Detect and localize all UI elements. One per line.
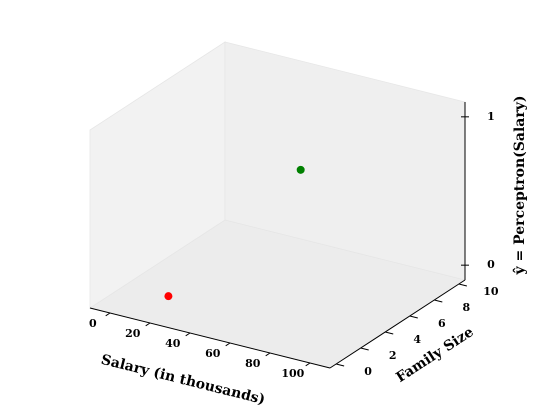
x-tick (265, 352, 271, 357)
x-tick-label: 80 (245, 357, 261, 370)
y-tick-label: 4 (413, 333, 421, 346)
x-tick (185, 332, 191, 337)
y-tick (434, 299, 443, 303)
x-tick-label: 40 (165, 337, 181, 350)
y-tick-label: 0 (364, 365, 372, 378)
x-axis-label: Salary (in thousands) (99, 352, 266, 408)
z-tick-label: 0 (487, 258, 495, 271)
x-tick (225, 342, 231, 347)
y-tick-label: 8 (462, 301, 470, 314)
x-tick (145, 322, 151, 327)
x-tick-label: 20 (125, 327, 141, 340)
y-tick-label: 2 (389, 349, 397, 362)
point (164, 292, 173, 301)
y-tick (458, 283, 467, 287)
x-tick-label: 100 (281, 367, 304, 380)
z-axis-label: ŷ = Perceptron(Salary) (511, 96, 528, 276)
y-axis-label: Family Size (393, 324, 476, 386)
x-tick (305, 362, 311, 367)
x-tick-label: 0 (89, 317, 97, 330)
point (296, 165, 305, 174)
y-tick (385, 331, 394, 335)
y-tick-label: 10 (483, 285, 499, 298)
y-axis-line (329, 279, 466, 369)
y-tick (360, 347, 369, 351)
y-tick (409, 315, 418, 319)
z-tick-label: 1 (487, 110, 495, 123)
y-tick (336, 363, 345, 367)
x-axis-line (89, 307, 331, 369)
x-tick (105, 312, 111, 317)
y-tick-label: 6 (438, 317, 446, 330)
x-tick-label: 60 (205, 347, 221, 360)
